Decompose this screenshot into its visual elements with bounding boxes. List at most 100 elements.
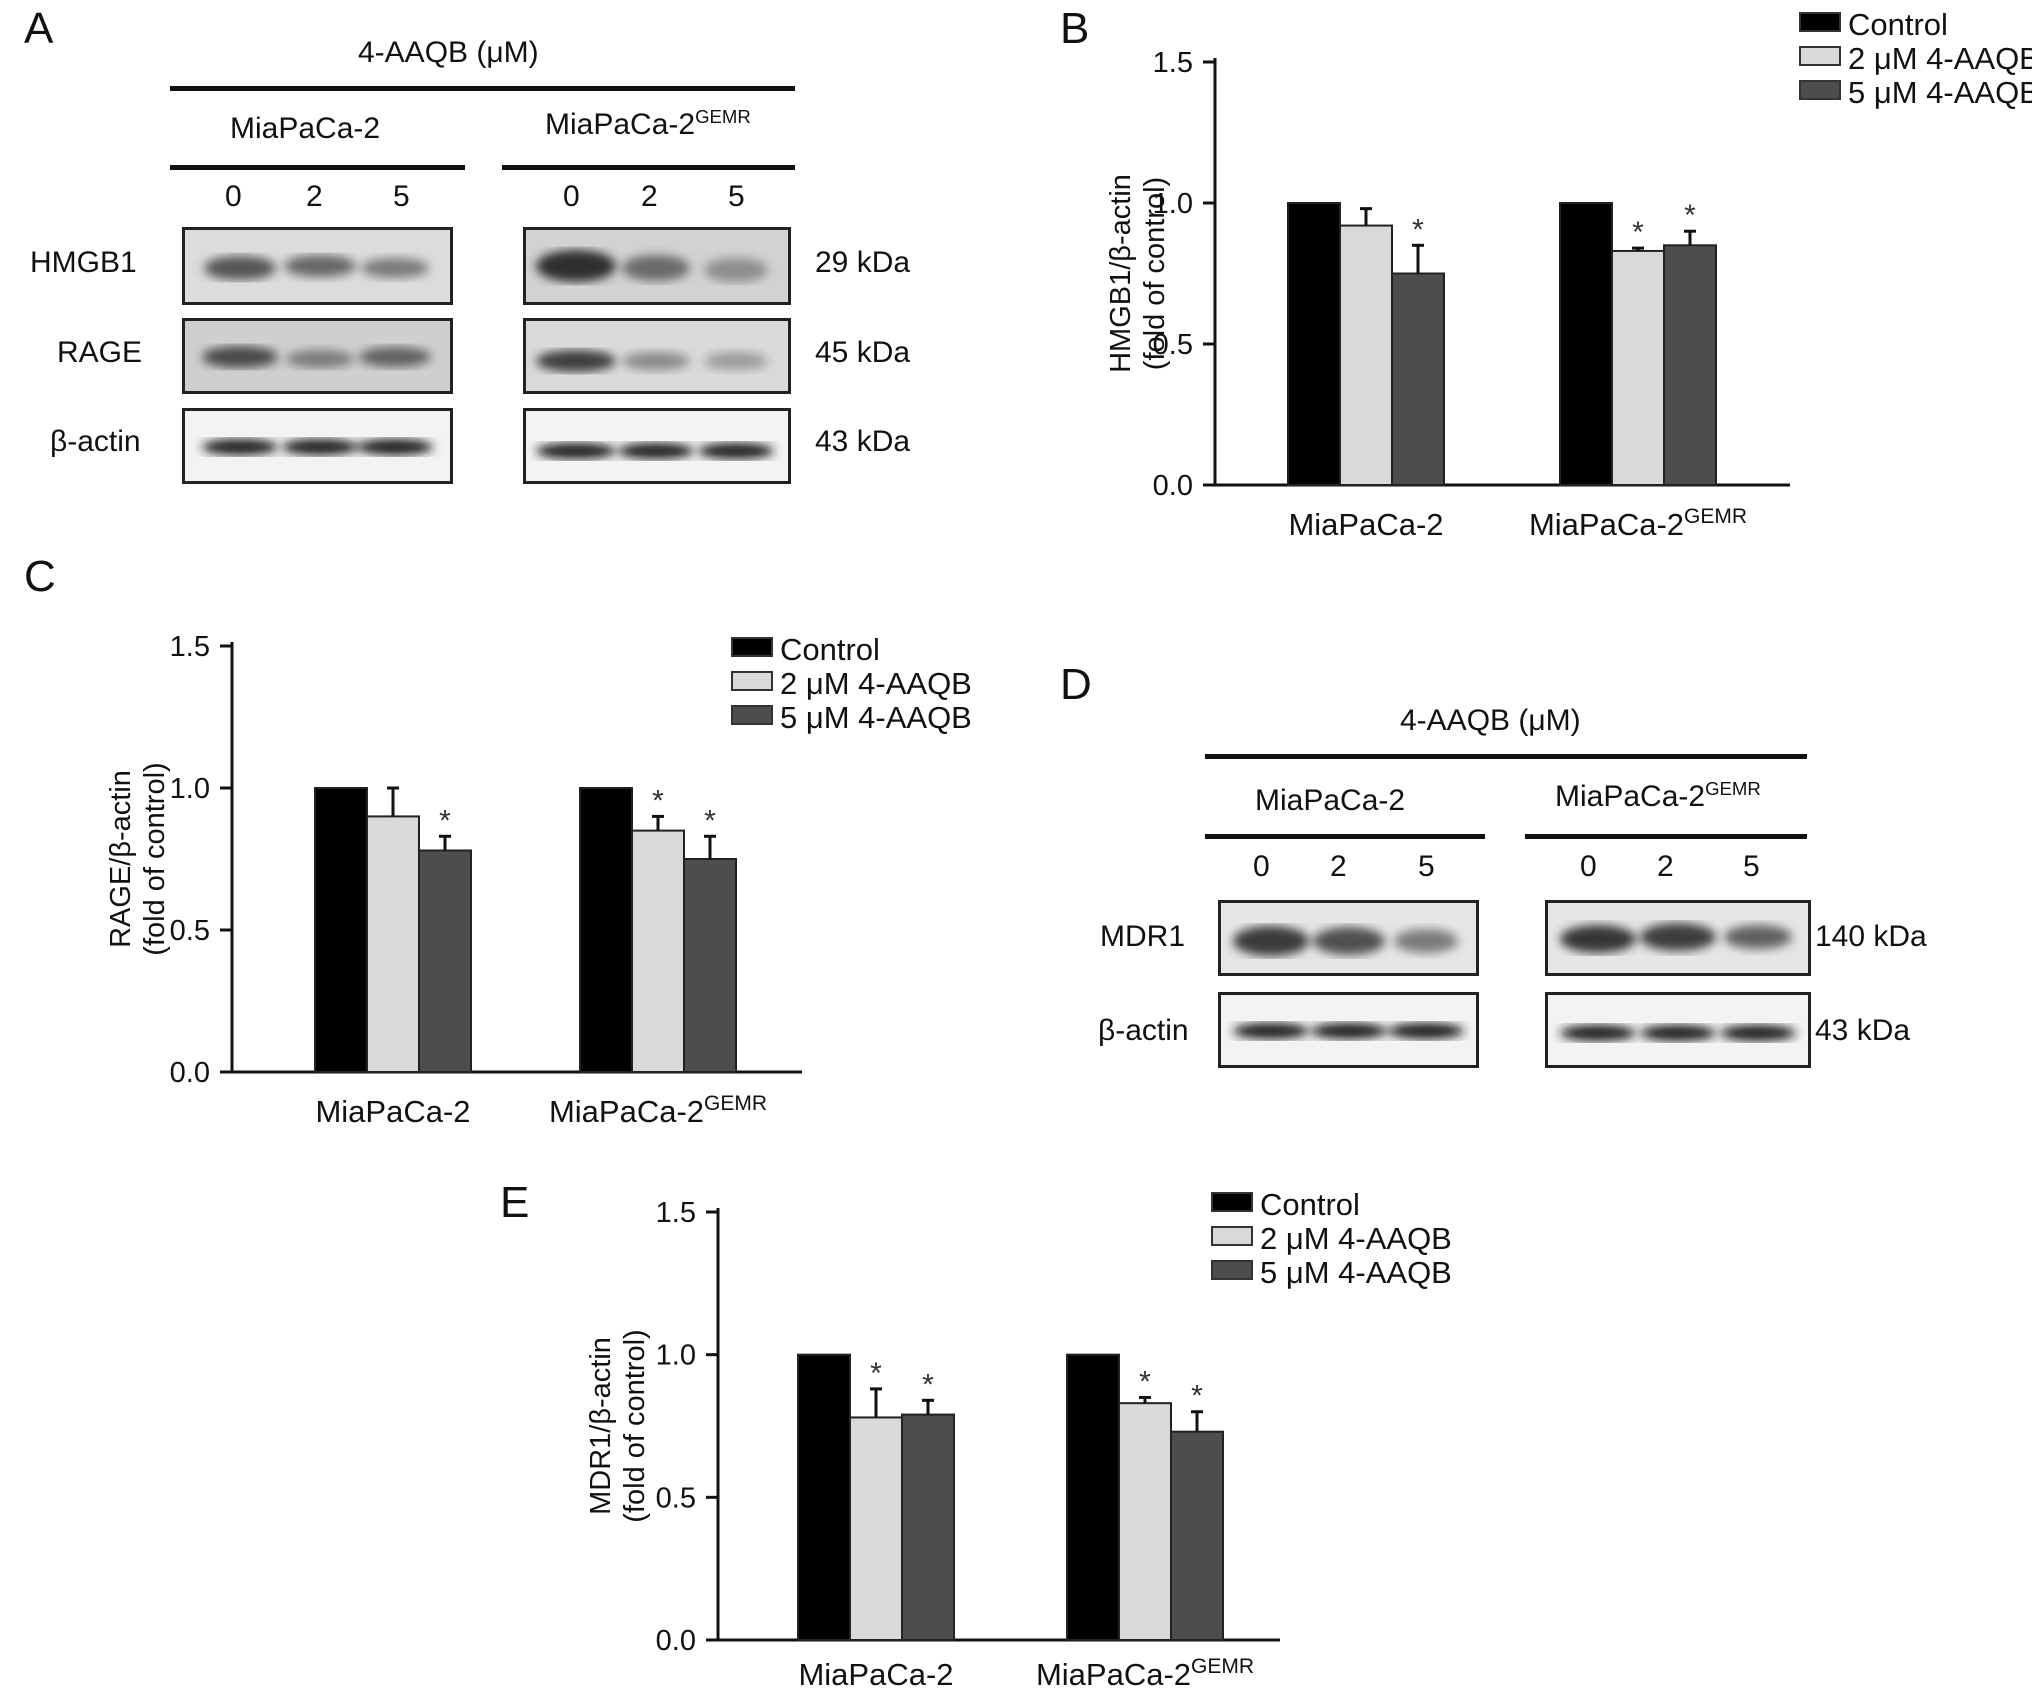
y-tick-label: 0.0 xyxy=(1153,470,1193,502)
significance-marker: * xyxy=(439,804,451,837)
panel-letter-b: B xyxy=(1060,4,1090,53)
blot-hmgb1-miapaca2 xyxy=(182,227,453,305)
bar xyxy=(366,815,420,1073)
blot-beta-actin-miapaca2-gemr xyxy=(523,408,791,484)
cell-line-rule-a1 xyxy=(170,165,465,170)
row-label-rage: RAGE xyxy=(57,336,143,369)
bar xyxy=(1663,244,1717,486)
bar xyxy=(901,1413,955,1641)
y-tick-label: 1.0 xyxy=(656,1340,696,1372)
row-label-hmgb1: HMGB1 xyxy=(30,246,137,279)
legend-label: 5 μM 4-AAQB xyxy=(1848,75,2032,110)
category-label: MiaPaCa-2GEMR xyxy=(1036,1655,1254,1692)
size-label-hmgb1: 29 kDa xyxy=(815,246,911,279)
y-axis-label: (fold of control) xyxy=(139,762,171,955)
significance-marker: * xyxy=(704,804,716,837)
bar xyxy=(849,1416,903,1641)
blot-beta-actin-miapaca2-d xyxy=(1218,992,1479,1068)
chart-e: 0.0 0.5 1.0 1.5 MDR1/β-actin (fold of control… xyxy=(585,1187,1452,1692)
bar xyxy=(418,849,472,1073)
legend-swatch xyxy=(731,705,773,725)
bar xyxy=(797,1353,851,1642)
legend-swatch xyxy=(1211,1260,1253,1280)
y-tick-label: 1.5 xyxy=(170,631,210,663)
legend-label: 5 μM 4-AAQB xyxy=(780,700,972,735)
significance-marker: * xyxy=(1139,1365,1151,1398)
significance-marker: * xyxy=(922,1368,934,1401)
row-label-beta-actin: β-actin xyxy=(50,425,141,458)
category-label: MiaPaCa-2GEMR xyxy=(549,1092,767,1129)
dose-label: 5 xyxy=(728,180,745,213)
legend-swatch xyxy=(1799,80,1841,100)
significance-marker: * xyxy=(1191,1380,1203,1413)
y-tick-label: 0.0 xyxy=(170,1057,210,1089)
bar xyxy=(1118,1402,1172,1641)
row-label-beta-actin-d: β-actin xyxy=(1098,1014,1189,1047)
chart-c: 0.0 0.5 1.0 1.5 RAGE/β-actin (fold of control… xyxy=(105,631,972,1129)
panel-letter-d: D xyxy=(1060,660,1092,709)
dose-label: 2 xyxy=(641,180,658,213)
dose-label: 2 xyxy=(306,180,323,213)
legend-label: Control xyxy=(1260,1187,1360,1222)
size-label-rage: 45 kDa xyxy=(815,336,911,369)
cell-line-rule-a2 xyxy=(502,165,795,170)
y-axis-label: RAGE/β-actin xyxy=(105,770,137,948)
cell-line-rule-d2 xyxy=(1525,834,1807,839)
y-axis-label: HMGB1/β-actin xyxy=(1105,174,1137,373)
blot-rage-miapaca2-gemr xyxy=(523,318,791,394)
dose-label: 0 xyxy=(225,180,242,213)
panel-letter-c: C xyxy=(24,552,56,601)
legend-swatch xyxy=(1799,46,1841,66)
bar xyxy=(1611,249,1665,486)
size-label-beta-actin: 43 kDa xyxy=(815,425,911,458)
category-label: MiaPaCa-2 xyxy=(1288,507,1443,542)
legend-label: Control xyxy=(780,632,880,667)
blot-hmgb1-miapaca2-gemr xyxy=(523,227,791,305)
significance-marker: * xyxy=(652,784,664,817)
cell-line-label-d2: MiaPaCa-2GEMR xyxy=(1555,778,1761,813)
dose-label: 5 xyxy=(393,180,410,213)
blot-rage-miapaca2 xyxy=(182,318,453,394)
legend-label: 2 μM 4-AAQB xyxy=(780,666,972,701)
cell-line-rule-d1 xyxy=(1205,834,1485,839)
cell-line-label-a1: MiaPaCa-2 xyxy=(230,112,381,145)
treatment-label-a: 4-AAQB (μM) xyxy=(358,36,539,69)
y-axis-label: MDR1/β-actin xyxy=(585,1337,617,1515)
size-label-mdr1: 140 kDa xyxy=(1815,920,1927,953)
size-label-beta-actin-d: 43 kDa xyxy=(1815,1014,1911,1047)
legend-label: 5 μM 4-AAQB xyxy=(1260,1255,1452,1290)
treatment-label-d: 4-AAQB (μM) xyxy=(1400,704,1581,737)
bar xyxy=(683,858,737,1073)
y-tick-label: 1.0 xyxy=(170,773,210,805)
legend-swatch xyxy=(731,671,773,691)
blot-beta-actin-miapaca2 xyxy=(182,408,453,484)
dose-label: 0 xyxy=(1580,850,1597,883)
bar xyxy=(1170,1430,1224,1641)
bar xyxy=(1559,202,1613,486)
y-tick-label: 0.5 xyxy=(1153,329,1193,361)
dose-label: 5 xyxy=(1743,850,1760,883)
blot-mdr1-miapaca2-gemr xyxy=(1545,900,1811,976)
dose-label: 5 xyxy=(1418,850,1435,883)
category-label: MiaPaCa-2GEMR xyxy=(1529,505,1747,542)
legend-swatch xyxy=(1799,12,1841,32)
dose-label: 0 xyxy=(563,180,580,213)
y-tick-label: 1.5 xyxy=(1153,47,1193,79)
legend-swatch xyxy=(731,637,773,657)
y-tick-label: 1.0 xyxy=(1153,188,1193,220)
blot-beta-actin-miapaca2-gemr-d xyxy=(1545,992,1811,1068)
y-tick-label: 1.5 xyxy=(656,1197,696,1229)
treatment-rule-a xyxy=(170,86,795,91)
y-axis-label: (fold of control) xyxy=(619,1329,651,1522)
bar xyxy=(1391,272,1445,486)
legend-label: Control xyxy=(1848,7,1948,42)
significance-marker: * xyxy=(1412,213,1424,246)
legend-label: 2 μM 4-AAQB xyxy=(1260,1221,1452,1256)
significance-marker: * xyxy=(1632,216,1644,249)
panel-letter-a: A xyxy=(24,4,54,53)
legend-swatch xyxy=(1211,1192,1253,1212)
bar xyxy=(1339,224,1393,486)
bar xyxy=(314,787,368,1073)
bar xyxy=(631,829,685,1073)
bar xyxy=(1287,202,1341,486)
